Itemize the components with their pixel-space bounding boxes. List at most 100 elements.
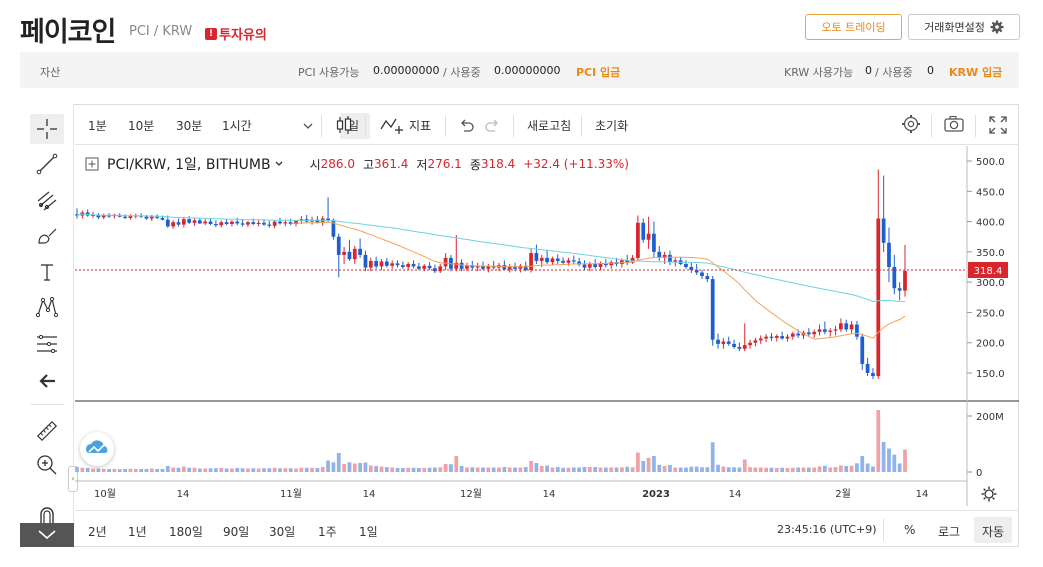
side-collapse-handle[interactable]: ‹ xyxy=(68,466,78,492)
toolbar-divider xyxy=(931,115,932,137)
chevron-down-icon xyxy=(38,530,56,540)
cloud-logo-icon xyxy=(86,440,108,453)
pci-in-use-value: 0.00000000 xyxy=(494,64,561,77)
interval-10min[interactable]: 10분 xyxy=(128,119,155,133)
tool-divider xyxy=(30,404,64,405)
pitchfork-tool[interactable] xyxy=(30,186,64,216)
gear-icon xyxy=(990,20,1004,34)
legend-symbol[interactable]: PCI/KRW, 1일, BITHUMB xyxy=(107,157,271,173)
log-scale-button[interactable]: 로그 xyxy=(938,525,961,539)
chart-logo xyxy=(80,432,114,466)
legend-change: +32.4 (+11.33%) xyxy=(523,157,629,171)
candlestick-icon[interactable] xyxy=(335,115,353,135)
fullscreen-icon[interactable] xyxy=(988,115,1008,135)
pattern-icon xyxy=(35,296,59,318)
auto-trading-button[interactable]: 오토 트레이딩 xyxy=(805,14,902,40)
range-180d[interactable]: 180일 xyxy=(169,525,203,539)
fib-retracement-icon xyxy=(37,334,57,354)
magnet-tool[interactable] xyxy=(30,500,64,530)
refresh-button[interactable]: 새로고침 xyxy=(527,119,572,133)
krw-available-label: KRW 사용가능 xyxy=(784,66,854,79)
brush-tool[interactable] xyxy=(30,222,64,252)
range-2y[interactable]: 2년 xyxy=(88,525,107,539)
range-divider xyxy=(883,519,884,541)
interval-1hour[interactable]: 1시간 xyxy=(222,119,252,133)
undo-icon[interactable] xyxy=(458,118,474,132)
legend-low-label: 저 xyxy=(416,157,428,172)
asset-bar: 자산 PCI 사용가능 0.00000000 / 사용중 0.00000000 … xyxy=(20,52,1019,88)
legend-close-label: 종 xyxy=(469,157,481,172)
legend-open: 286.0 xyxy=(320,157,355,171)
pci-deposit-link[interactable]: PCI 입금 xyxy=(576,66,621,79)
clock-time[interactable]: 23:45:16 (UTC+9) xyxy=(777,523,877,536)
chevron-down-icon[interactable] xyxy=(274,160,284,168)
settings-icon[interactable] xyxy=(901,114,921,134)
chart-options-icon[interactable] xyxy=(981,486,997,502)
warning-icon: ! xyxy=(205,27,217,40)
pitchfork-icon xyxy=(37,191,57,211)
pci-available-label: PCI 사용가능 xyxy=(298,66,360,79)
krw-available-value: 0 xyxy=(865,64,872,77)
legend-low: 276.1 xyxy=(427,157,462,171)
legend-high: 361.4 xyxy=(374,157,409,171)
range-bar: 2년 1년 180일 90일 30일 1주 1일 23:45:16 (UTC+9… xyxy=(75,510,1019,547)
chart-setting-button[interactable]: 거래화면설정 xyxy=(908,14,1020,40)
asset-label: 자산 xyxy=(40,66,61,79)
toolbar-divider xyxy=(975,115,976,137)
text-tool[interactable] xyxy=(30,257,64,287)
reset-button[interactable]: 초기화 xyxy=(595,119,629,133)
auto-scale-button[interactable]: 자동 xyxy=(982,525,1005,539)
percent-scale-button[interactable]: % xyxy=(904,523,916,537)
interval-1min[interactable]: 1분 xyxy=(88,119,107,133)
arrow-left-icon xyxy=(39,374,55,388)
chart-setting-label: 거래화면설정 xyxy=(924,21,985,34)
chart-legend: PCI/KRW, 1일, BITHUMB 시 286.0 고 361.4 저 2… xyxy=(85,154,629,174)
camera-icon[interactable] xyxy=(943,114,965,134)
range-90d[interactable]: 90일 xyxy=(223,525,250,539)
zoom-in-icon xyxy=(37,455,57,475)
expand-icon[interactable] xyxy=(85,157,99,171)
crosshair-icon xyxy=(37,119,57,139)
interval-day[interactable]: 일 xyxy=(348,119,360,133)
indicator-button[interactable]: 지표 xyxy=(409,119,432,133)
brush-icon xyxy=(38,228,57,244)
crosshair-tool[interactable] xyxy=(30,114,64,144)
warning-badge-label: 투자유의 xyxy=(219,28,267,43)
magnet-icon xyxy=(40,507,54,523)
measure-tool[interactable] xyxy=(30,416,64,446)
pattern-tool[interactable] xyxy=(30,292,64,322)
interval-30min[interactable]: 30분 xyxy=(176,119,203,133)
trading-pair: PCI / KRW xyxy=(129,24,193,39)
legend-close: 318.4 xyxy=(480,157,516,171)
krw-in-use-label: / 사용중 xyxy=(875,66,913,79)
chart-toolbar: 1분 10분 30분 1시간 일 지표 새로고침 초기화 xyxy=(75,105,1019,145)
ruler-icon xyxy=(36,420,58,442)
trend-line-tool[interactable] xyxy=(30,149,64,179)
toolbar-divider xyxy=(445,115,446,137)
toolbar-collapse-button[interactable] xyxy=(20,523,74,547)
pci-available-value: 0.00000000 xyxy=(373,64,440,77)
redo-icon[interactable] xyxy=(485,118,501,132)
indicator-icon[interactable] xyxy=(380,115,404,135)
drawing-toolbar xyxy=(20,104,74,547)
range-1d[interactable]: 1일 xyxy=(359,525,378,539)
range-1w[interactable]: 1주 xyxy=(318,525,337,539)
krw-in-use-value: 0 xyxy=(927,64,934,77)
toolbar-divider xyxy=(513,115,514,137)
coin-name: 페이코인 xyxy=(20,17,116,48)
range-1y[interactable]: 1년 xyxy=(128,525,147,539)
legend-high-label: 고 xyxy=(363,157,375,172)
text-icon xyxy=(41,264,53,281)
legend-open-label: 시 xyxy=(309,157,321,172)
trend-line-icon xyxy=(36,153,58,175)
fib-tool[interactable] xyxy=(30,329,64,359)
zoom-tool[interactable] xyxy=(30,450,64,480)
chevron-down-icon[interactable] xyxy=(302,121,314,131)
toolbar-divider xyxy=(581,115,582,137)
pci-in-use-label: / 사용중 xyxy=(443,66,481,79)
krw-deposit-link[interactable]: KRW 입금 xyxy=(949,66,1003,79)
back-arrow-tool[interactable] xyxy=(30,366,64,396)
toolbar-divider xyxy=(365,115,366,137)
warning-badge: ! 투자유의 xyxy=(205,24,267,43)
range-30d[interactable]: 30일 xyxy=(269,525,296,539)
